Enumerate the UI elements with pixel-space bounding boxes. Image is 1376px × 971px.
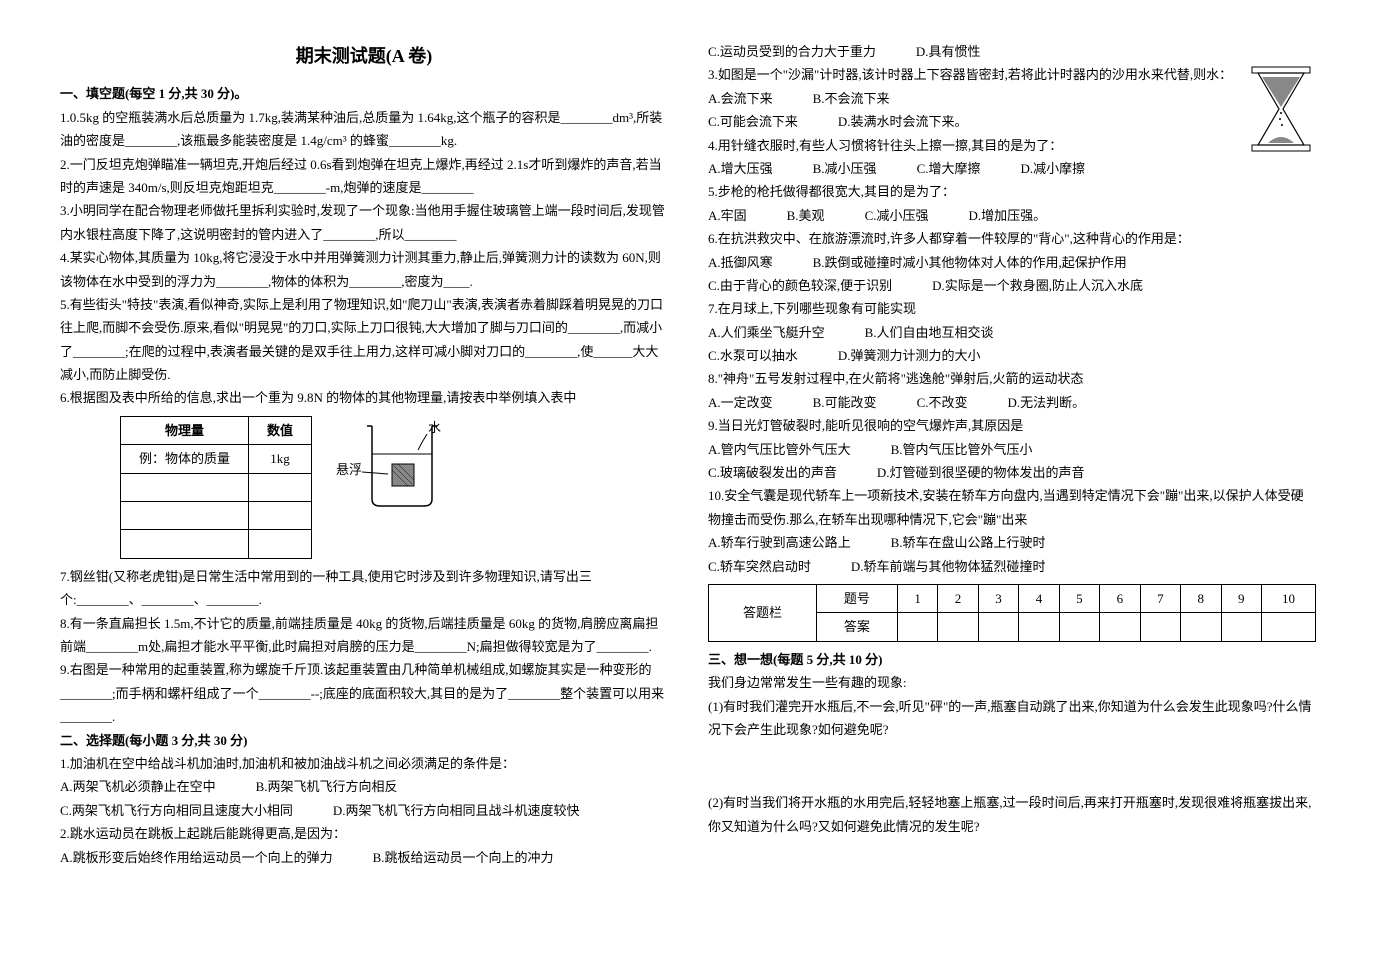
section-2-head: 二、选择题(每小题 3 分,共 30 分) <box>60 729 668 752</box>
beaker-icon: 水 悬浮 <box>332 414 442 514</box>
num: 2 <box>938 584 978 612</box>
answer-rowhead: 答题栏 <box>709 584 817 641</box>
opt: A.牢固 <box>708 204 747 227</box>
q4: 4.某实心物体,其质量为 10kg,将它浸没于水中并用弹簧测力计测其重力,静止后… <box>60 246 668 293</box>
page-title: 期末测试题(A 卷) <box>60 40 668 72</box>
q2-10: 10.安全气囊是现代轿车上一项新技术,安装在轿车方向盘内,当遇到特定情况下会"蹦… <box>708 484 1316 531</box>
opt: D.无法判断。 <box>1007 391 1085 414</box>
opt: A.人们乘坐飞艇升空 <box>708 321 825 344</box>
th: 题号 <box>816 584 897 612</box>
opt: D.灯管碰到很坚硬的物体发出的声音 <box>877 461 1085 484</box>
opt: C.运动员受到的合力大于重力 <box>708 40 876 63</box>
opt: B.减小压强 <box>813 157 877 180</box>
num: 5 <box>1059 584 1099 612</box>
opt: A.增大压强 <box>708 157 773 180</box>
opt: D.弹簧测力计测力的大小 <box>838 344 981 367</box>
opt: B.轿车在盘山公路上行驶时 <box>891 531 1046 554</box>
th: 物理量 <box>121 416 249 444</box>
opt: A.轿车行驶到高速公路上 <box>708 531 851 554</box>
opt: A.跳板形变后始终作用给运动员一个向上的弹力 <box>60 846 333 869</box>
q5: 5.有些街头"特技"表演,看似神奇,实际上是利用了物理知识,如"爬刀山"表演,表… <box>60 293 668 387</box>
sec3-intro: 我们身边常常发生一些有趣的现象: <box>708 671 1316 694</box>
label-water: 水 <box>428 420 441 435</box>
opt: A.两架飞机必须静止在空中 <box>60 775 216 798</box>
opt: A.一定改变 <box>708 391 773 414</box>
section-3-head: 三、想一想(每题 5 分,共 10 分) <box>708 648 1316 671</box>
q2: 2.一门反坦克炮弹瞄准一辆坦克,开炮后经过 0.6s看到炮弹在坦克上爆炸,再经过… <box>60 153 668 200</box>
opt: B.不会流下来 <box>813 87 890 110</box>
num: 3 <box>978 584 1018 612</box>
answer-table: 答题栏 题号 1 2 3 4 5 6 7 8 9 10 答案 <box>708 584 1316 642</box>
q7: 7.钢丝钳(又称老虎钳)是日常生活中常用到的一种工具,使用它时涉及到许多物理知识… <box>60 565 668 612</box>
q2-6: 6.在抗洪救灾中、在旅游漂流时,许多人都穿着一件较厚的"背心",这种背心的作用是… <box>708 227 1316 250</box>
opt: B.两架飞机飞行方向相反 <box>256 775 398 798</box>
q2-5: 5.步枪的枪托做得都很宽大,其目的是为了： <box>708 180 1316 203</box>
q1: 1.0.5kg 的空瓶装满水后总质量为 1.7kg,装满某种油后,总质量为 1.… <box>60 106 668 153</box>
opt: B.管内气压比管外气压小 <box>891 438 1033 461</box>
opt: D.两架飞机飞行方向相同且战斗机速度较快 <box>333 799 580 822</box>
th: 数值 <box>249 416 312 444</box>
opt: A.会流下来 <box>708 87 773 110</box>
q6-table: 物理量数值 例：物体的质量1kg <box>120 416 312 559</box>
q2-4: 4.用针缝衣服时,有些人习惯将针往头上擦一擦,其目的是为了： <box>708 134 1316 157</box>
num: 8 <box>1181 584 1221 612</box>
opt: B.跌倒或碰撞时减小其他物体对人体的作用,起保护作用 <box>813 251 1127 274</box>
opt: C.水泵可以抽水 <box>708 344 798 367</box>
opt: D.轿车前端与其他物体猛烈碰撞时 <box>851 555 1046 578</box>
hourglass-icon <box>1246 63 1316 158</box>
opt: B.美观 <box>787 204 825 227</box>
td: 1kg <box>249 445 312 473</box>
q6: 6.根据图及表中所给的信息,求出一个重为 9.8N 的物体的其他物理量,请按表中… <box>60 386 668 409</box>
opt: D.具有惯性 <box>916 40 981 63</box>
opt: B.可能改变 <box>813 391 877 414</box>
q3: 3.小明同学在配合物理老师做托里拆利实验时,发现了一个现象:当他用手握住玻璃管上… <box>60 199 668 246</box>
opt: C.玻璃破裂发出的声音 <box>708 461 837 484</box>
opt: D.增加压强。 <box>968 204 1046 227</box>
q2-8: 8."神舟"五号发射过程中,在火箭将"逃逸舱"弹射后,火箭的运动状态 <box>708 367 1316 390</box>
opt: D.减小摩擦 <box>1020 157 1085 180</box>
th: 答案 <box>816 613 897 641</box>
num: 1 <box>897 584 937 612</box>
num: 10 <box>1261 584 1315 612</box>
q2-2: 2.跳水运动员在跳板上起跳后能跳得更高,是因为： <box>60 822 668 845</box>
q2-9: 9.当日光灯管破裂时,能听见很响的空气爆炸声,其原因是 <box>708 414 1316 437</box>
td: 例：物体的质量 <box>121 445 249 473</box>
opt: C.不改变 <box>917 391 968 414</box>
opt: C.增大摩擦 <box>917 157 981 180</box>
left-column: 期末测试题(A 卷) 一、填空题(每空 1 分,共 30 分)。 1.0.5kg… <box>60 40 668 869</box>
num: 7 <box>1140 584 1180 612</box>
num: 9 <box>1221 584 1261 612</box>
opt: B.人们自由地互相交谈 <box>865 321 994 344</box>
q2-7: 7.在月球上,下列哪些现象有可能实现 <box>708 297 1316 320</box>
opt: A.抵御风寒 <box>708 251 773 274</box>
opt: C.轿车突然启动时 <box>708 555 811 578</box>
q2-1: 1.加油机在空中给战斗机加油时,加油机和被加油战斗机之间必须满足的条件是： <box>60 752 668 775</box>
section-1-head: 一、填空题(每空 1 分,共 30 分)。 <box>60 82 668 105</box>
opt: C.两架飞机飞行方向相同且速度大小相同 <box>60 799 293 822</box>
q9: 9.右图是一种常用的起重装置,称为螺旋千斤顶.该起重装置由几种简单机械组成,如螺… <box>60 658 668 728</box>
label-float: 悬浮 <box>336 462 362 477</box>
opt: B.跳板给运动员一个向上的冲力 <box>373 846 554 869</box>
opt: C.由于背心的颜色较深,便于识别 <box>708 274 892 297</box>
opt: C.减小压强 <box>865 204 929 227</box>
q3-2: (2)有时当我们将开水瓶的水用完后,轻轻地塞上瓶塞,过一段时间后,再来打开瓶塞时… <box>708 791 1316 838</box>
opt: C.可能会流下来 <box>708 110 798 133</box>
q8: 8.有一条直扁担长 1.5m,不计它的质量,前端挂质量是 40kg 的货物,后端… <box>60 612 668 659</box>
q2-3: 3.如图是一个"沙漏"计时器,该计时器上下容器皆密封,若将此计时器内的沙用水来代… <box>708 63 1316 86</box>
opt: D.装满水时会流下来。 <box>838 110 968 133</box>
q3-1: (1)有时我们灌完开水瓶后,不一会,听见"砰"的一声,瓶塞自动跳了出来,你知道为… <box>708 695 1316 742</box>
opt: A.管内气压比管外气压大 <box>708 438 851 461</box>
right-column: C.运动员受到的合力大于重力 D.具有惯性 3.如图是一个"沙漏"计时器,该计时器… <box>708 40 1316 869</box>
num: 6 <box>1100 584 1140 612</box>
num: 4 <box>1019 584 1059 612</box>
opt: D.实际是一个救身圈,防止人沉入水底 <box>932 274 1143 297</box>
